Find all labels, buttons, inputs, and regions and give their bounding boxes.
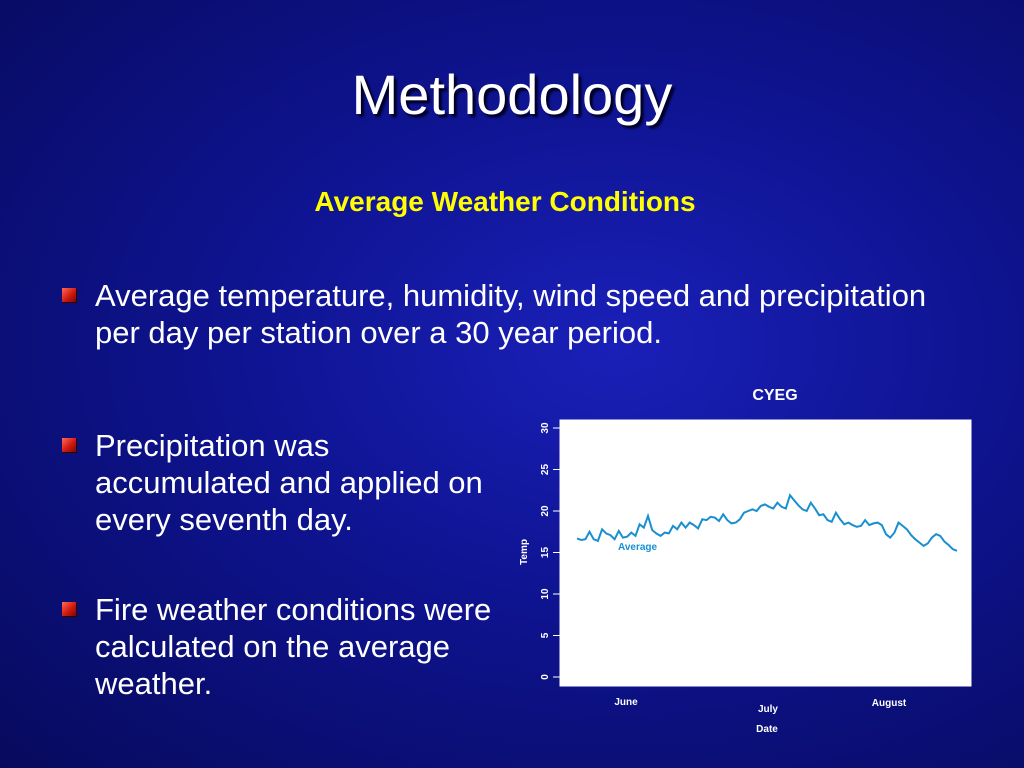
y-tick-label: 5 [540,632,551,638]
y-tick-label: 30 [540,422,551,434]
x-tick-label: June [614,697,638,708]
y-tick-label: 0 [540,674,551,680]
series-label-average: Average [618,542,658,553]
x-tick-label: July [758,704,778,715]
y-axis-ticks: 0 5 10 15 20 25 30 [540,422,560,680]
bullet-text: Fire weather conditions were calculated … [95,592,492,701]
bullet-marker-icon [62,288,76,302]
y-tick-label: 15 [540,547,551,559]
y-axis-label: Temp [519,539,530,565]
y-tick-label: 20 [540,505,551,517]
plot-area [559,419,972,687]
bullet-item-fire-weather: Fire weather conditions were calculated … [62,591,502,702]
temperature-chart: CYEG 0 5 10 15 20 25 30 June July August Temp Da… [519,387,972,735]
chart-title: CYEG [752,387,797,404]
bullet-item-averages: Average temperature, humidity, wind spee… [62,277,962,351]
series-line-average [576,493,958,552]
bullet-marker-icon [62,602,76,616]
x-tick-label: August [872,698,907,709]
bullet-marker-icon [62,438,76,452]
bullet-item-precipitation: Precipitation was accumulated and applie… [62,427,502,538]
y-tick-label: 10 [540,588,551,600]
y-tick-label: 25 [540,464,551,476]
x-axis-label: Date [756,724,778,735]
bullet-text: Precipitation was accumulated and applie… [95,428,483,537]
bullet-text: Average temperature, humidity, wind spee… [95,278,927,350]
slide-subtitle: Average Weather Conditions [314,186,696,217]
slide-title: Methodology [351,63,673,126]
x-axis-ticks: June July August [614,697,907,715]
